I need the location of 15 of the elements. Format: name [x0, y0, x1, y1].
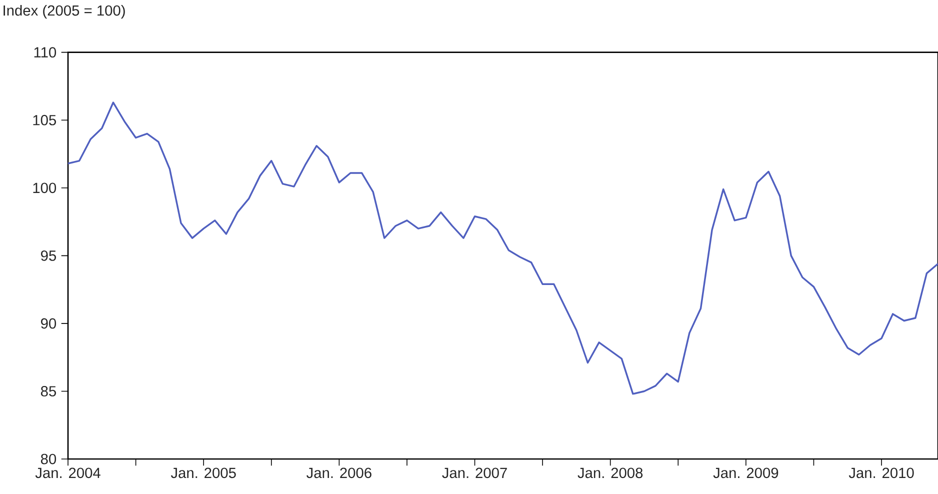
x-tick-label: Jan. 2004: [35, 468, 100, 478]
y-axis-title: Index (2005 = 100): [4, 4, 125, 19]
y-tick-label: 90: [41, 318, 56, 329]
y-tick-label: 105: [33, 114, 56, 126]
y-tick-label: 110: [34, 47, 56, 58]
x-tick-label: Jan. 2006: [306, 468, 372, 478]
x-tick-label: Jan. 2009: [713, 468, 778, 478]
x-tick-label: Jan. 2007: [442, 468, 507, 478]
y-tick-label: 95: [41, 250, 56, 261]
y-tick-label: 85: [40, 386, 56, 396]
x-tick-label: Jan. 2008: [578, 468, 643, 478]
y-tick-label: 80: [40, 454, 56, 464]
x-tick-label: Jan. 2010: [848, 468, 914, 478]
x-tick-label: Jan. 2005: [170, 468, 236, 478]
y-tick-label: 100: [33, 182, 56, 194]
